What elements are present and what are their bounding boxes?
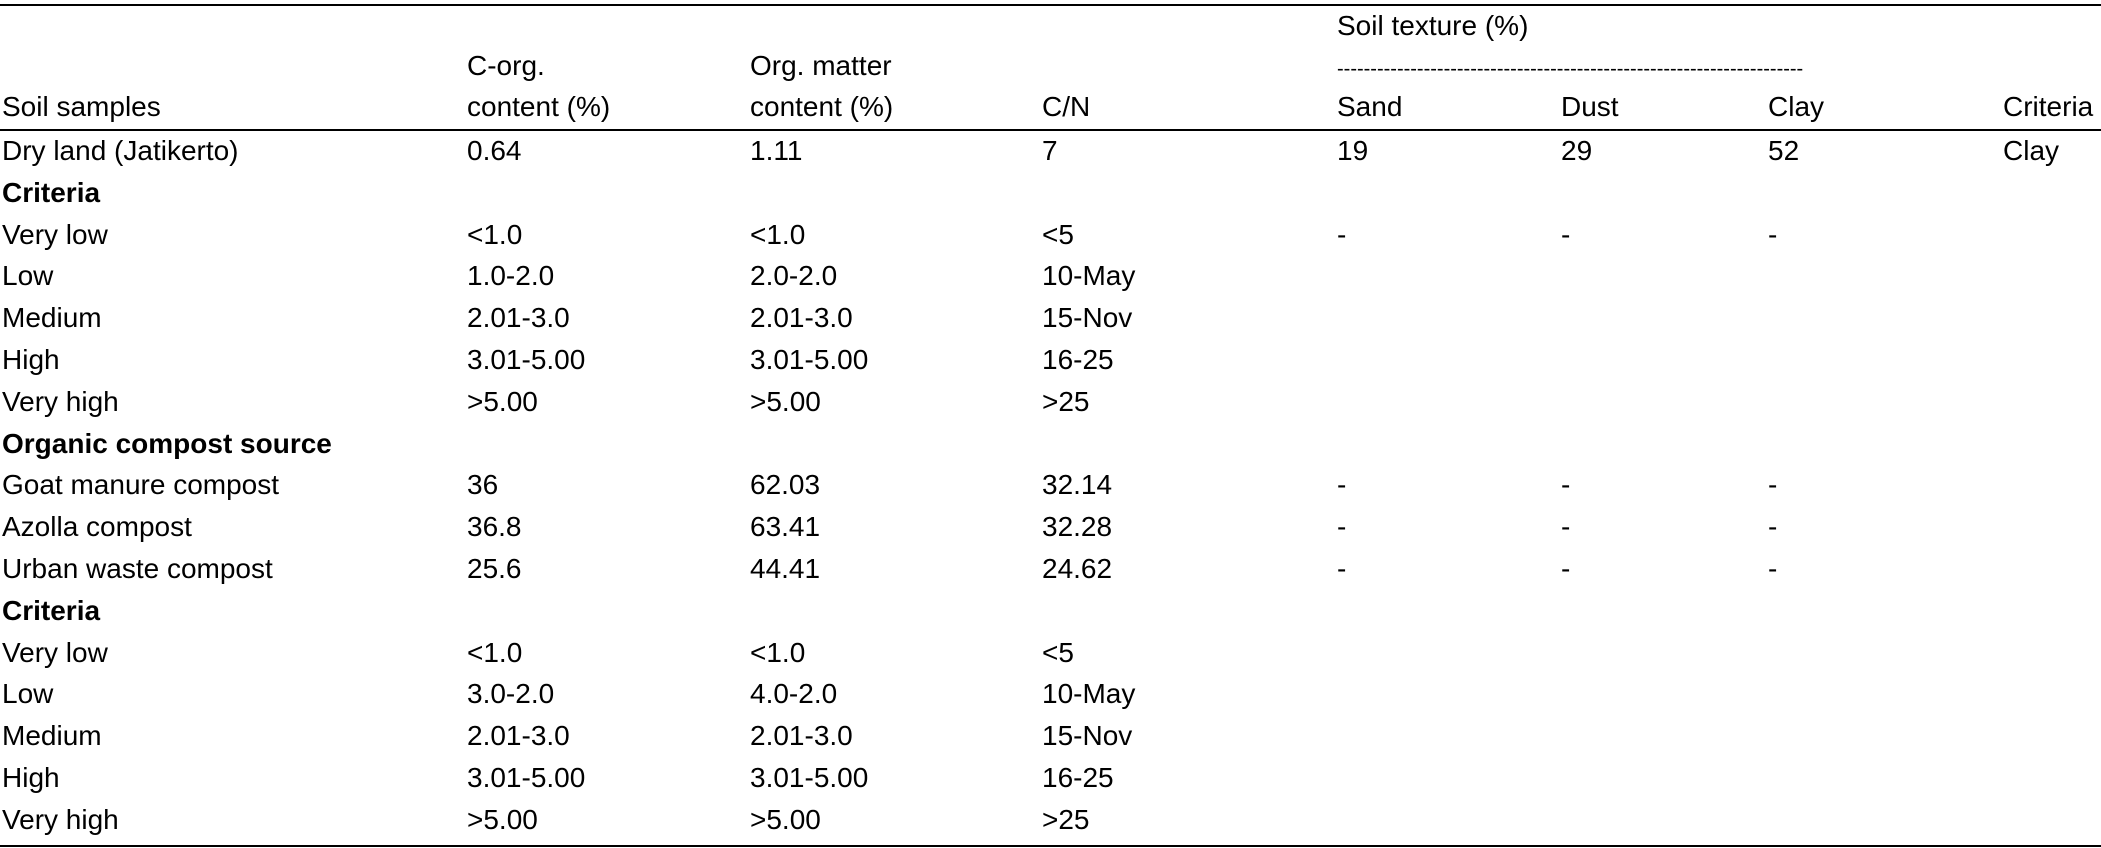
section-heading: Criteria bbox=[2, 595, 101, 626]
table-cell-dust: - bbox=[1561, 511, 1571, 542]
table-cell-clay: - bbox=[1768, 219, 1778, 250]
table-cell-cn: 15-Nov bbox=[1042, 302, 1133, 333]
header-rule bbox=[0, 129, 2101, 131]
header-criteria: Criteria bbox=[2003, 91, 2094, 122]
table-cell-sand: - bbox=[1337, 469, 1347, 500]
table-cell-org-matter: 63.41 bbox=[750, 511, 821, 542]
table-cell-org-matter: 2.01-3.0 bbox=[750, 720, 853, 751]
table-cell-cn: <5 bbox=[1042, 219, 1074, 250]
table-cell-c-org: >5.00 bbox=[467, 386, 538, 417]
table-cell-clay: - bbox=[1768, 511, 1778, 542]
header-org-matter-line1: Org. matter bbox=[750, 50, 892, 81]
table-cell-clay: - bbox=[1768, 553, 1778, 584]
table-cell-dust: - bbox=[1561, 553, 1571, 584]
table-cell-org-matter: <1.0 bbox=[750, 219, 806, 250]
table-cell-org-matter: 2.01-3.0 bbox=[750, 302, 853, 333]
table-cell-c-org: 3.01-5.00 bbox=[467, 344, 586, 375]
table-cell-org-matter: 44.41 bbox=[750, 553, 821, 584]
table-cell-criteria: Clay bbox=[2003, 135, 2060, 166]
table-cell-c-org: 0.64 bbox=[467, 135, 522, 166]
table-cell-cn: 10-May bbox=[1042, 260, 1136, 291]
table-cell-cn: 24.62 bbox=[1042, 553, 1113, 584]
table-cell-cn: 32.14 bbox=[1042, 469, 1113, 500]
bottom-rule bbox=[0, 845, 2101, 847]
table-cell-clay: - bbox=[1768, 469, 1778, 500]
table-cell-clay: 52 bbox=[1768, 135, 1800, 166]
table-cell-cn: <5 bbox=[1042, 637, 1074, 668]
table-cell-sample: Azolla compost bbox=[2, 511, 192, 542]
table-cell-sample: Very high bbox=[2, 804, 119, 835]
header-clay: Clay bbox=[1768, 91, 1825, 122]
table-cell-sample: Very low bbox=[2, 637, 108, 668]
table-cell-sample: High bbox=[2, 762, 60, 793]
header-dust: Dust bbox=[1561, 91, 1619, 122]
section-heading: Organic compost source bbox=[2, 428, 332, 459]
header-soil-texture: Soil texture (%) bbox=[1337, 10, 1529, 41]
table-cell-c-org: 3.0-2.0 bbox=[467, 678, 555, 709]
table-cell-cn: 16-25 bbox=[1042, 344, 1114, 375]
section-heading: Criteria bbox=[2, 177, 101, 208]
table-cell-sample: Goat manure compost bbox=[2, 469, 280, 500]
table-cell-org-matter: 3.01-5.00 bbox=[750, 344, 869, 375]
table-cell-c-org: 25.6 bbox=[467, 553, 522, 584]
table-cell-sample: Medium bbox=[2, 302, 102, 333]
table-cell-sand: - bbox=[1337, 553, 1347, 584]
table-cell-cn: 15-Nov bbox=[1042, 720, 1133, 751]
table-cell-cn: 16-25 bbox=[1042, 762, 1114, 793]
table-cell-c-org: >5.00 bbox=[467, 804, 538, 835]
table-cell-sample: Low bbox=[2, 260, 54, 291]
header-soil-samples: Soil samples bbox=[2, 91, 161, 122]
header-org-matter-line2: content (%) bbox=[750, 91, 894, 122]
table-cell-org-matter: 62.03 bbox=[750, 469, 821, 500]
table-cell-c-org: 36.8 bbox=[467, 511, 522, 542]
table-cell-org-matter: >5.00 bbox=[750, 386, 821, 417]
table-cell-sample: High bbox=[2, 344, 60, 375]
table-cell-cn: 7 bbox=[1042, 135, 1058, 166]
table-cell-sand: 19 bbox=[1337, 135, 1369, 166]
table-cell-org-matter: >5.00 bbox=[750, 804, 821, 835]
table-cell-dust: 29 bbox=[1561, 135, 1593, 166]
table-cell-dust: - bbox=[1561, 219, 1571, 250]
table-cell-c-org: <1.0 bbox=[467, 637, 523, 668]
top-rule bbox=[0, 4, 2101, 6]
table-cell-org-matter: 1.11 bbox=[750, 135, 803, 166]
table-cell-org-matter: <1.0 bbox=[750, 637, 806, 668]
header-c-org-line2: content (%) bbox=[467, 91, 611, 122]
table-cell-sample: Very high bbox=[2, 386, 119, 417]
table-cell-cn: >25 bbox=[1042, 386, 1090, 417]
table-cell-org-matter: 3.01-5.00 bbox=[750, 762, 869, 793]
table-cell-sample: Dry land (Jatikerto) bbox=[2, 135, 239, 166]
table-cell-org-matter: 2.0-2.0 bbox=[750, 260, 838, 291]
header-sand: Sand bbox=[1337, 91, 1403, 122]
table-cell-c-org: 2.01-3.0 bbox=[467, 302, 570, 333]
table-cell-c-org: <1.0 bbox=[467, 219, 523, 250]
table-cell-c-org: 1.0-2.0 bbox=[467, 260, 555, 291]
header-soil-texture-rule: ----------------------------------------… bbox=[1337, 58, 1804, 80]
table-cell-sample: Low bbox=[2, 678, 54, 709]
table-cell-dust: - bbox=[1561, 469, 1571, 500]
table-cell-c-org: 3.01-5.00 bbox=[467, 762, 586, 793]
table-cell-sample: Medium bbox=[2, 720, 102, 751]
table-cell-org-matter: 4.0-2.0 bbox=[750, 678, 838, 709]
table-cell-sample: Very low bbox=[2, 219, 108, 250]
table-cell-sample: Urban waste compost bbox=[2, 553, 273, 584]
table-cell-sand: - bbox=[1337, 511, 1347, 542]
table-cell-cn: 32.28 bbox=[1042, 511, 1113, 542]
table-cell-cn: 10-May bbox=[1042, 678, 1136, 709]
table-cell-c-org: 2.01-3.0 bbox=[467, 720, 570, 751]
table-cell-cn: >25 bbox=[1042, 804, 1090, 835]
table-cell-sand: - bbox=[1337, 219, 1347, 250]
header-c-org-line1: C-org. bbox=[467, 50, 545, 81]
header-cn: C/N bbox=[1042, 91, 1091, 122]
table-cell-c-org: 36 bbox=[467, 469, 499, 500]
